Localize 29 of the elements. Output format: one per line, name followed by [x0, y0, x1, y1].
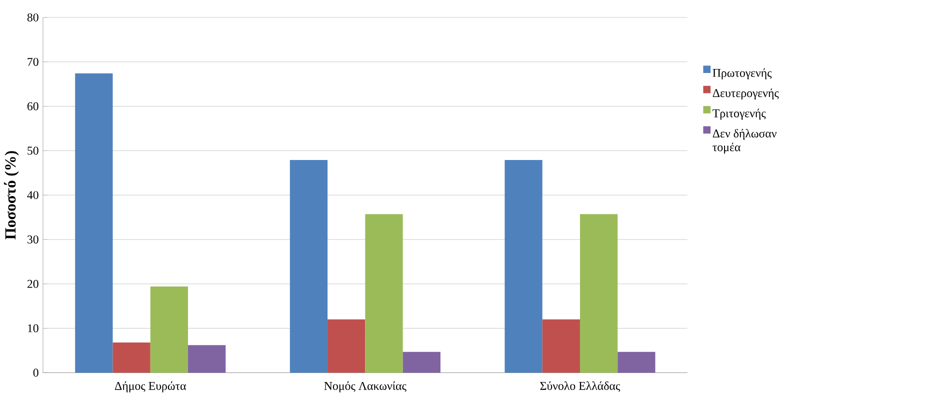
bar — [290, 160, 328, 373]
bar — [504, 160, 542, 373]
y-tick-label: 60 — [27, 102, 38, 110]
y-axis-title: Ποσοστό (%) — [4, 150, 19, 240]
y-tick-label: 70 — [28, 58, 38, 66]
y-tick-label: 30 — [28, 235, 38, 244]
legend-label: Τριτογενής — [712, 108, 766, 120]
y-tick-label: 10 — [28, 324, 38, 332]
x-tick-label: Νομός Λακωνίας — [324, 381, 406, 392]
legend-label: Δευτερογενής — [712, 88, 779, 100]
y-tick-label: 50 — [28, 146, 38, 155]
y-tick-label: 0 — [33, 368, 38, 377]
bar — [580, 214, 618, 373]
legend-label: Δεν δήλωσαν τομέα — [712, 128, 777, 154]
bar — [188, 345, 226, 373]
bar — [402, 352, 440, 373]
x-tick-label: Σύνολο Ελλάδας — [540, 381, 620, 392]
bar — [542, 319, 580, 373]
bar — [112, 342, 150, 373]
bar — [328, 319, 366, 373]
bar — [75, 73, 113, 373]
y-tick-label: 20 — [27, 280, 38, 288]
bar — [618, 352, 656, 373]
bar — [150, 286, 188, 373]
x-tick-label: Δήμος Ευρώτα — [114, 381, 186, 392]
y-tick-label: 40 — [27, 190, 38, 199]
y-tick-label: 80 — [27, 13, 38, 22]
legend-label: Πρωτογενής — [712, 68, 772, 80]
bar — [365, 214, 403, 373]
